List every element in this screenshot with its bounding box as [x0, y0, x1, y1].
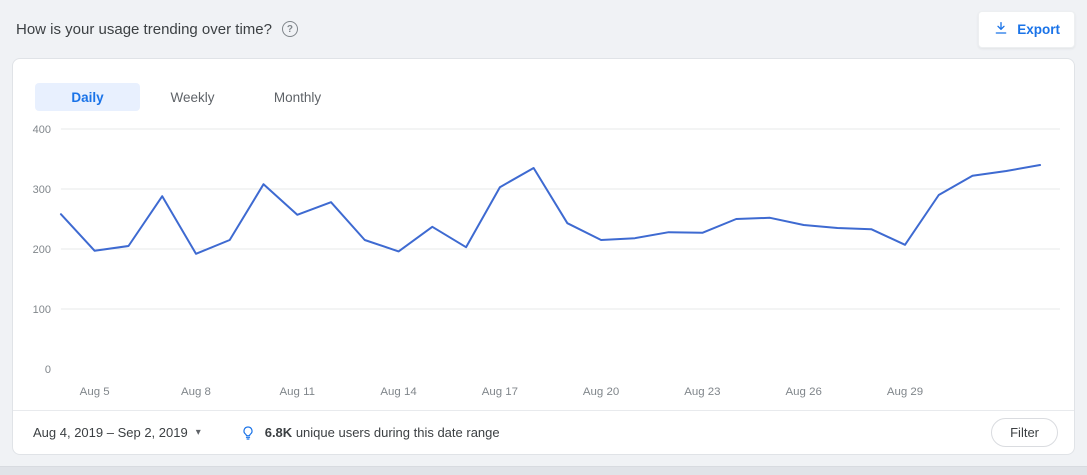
usage-line-chart: 0 100 200 300 400 Aug 5 Aug 8 Aug 11 Aug 14 Aug 1…	[33, 124, 1061, 398]
svg-text:0: 0	[45, 364, 51, 376]
help-icon[interactable]: ?	[281, 21, 298, 37]
filter-button[interactable]: Filter	[991, 418, 1058, 447]
next-section-edge	[0, 466, 1087, 475]
svg-text:Aug 20: Aug 20	[583, 386, 619, 398]
tab-monthly[interactable]: Monthly	[273, 89, 322, 105]
unique-users-count: 6.8K	[264, 425, 293, 440]
svg-text:Aug 14: Aug 14	[380, 386, 417, 398]
svg-text:400: 400	[33, 124, 51, 136]
svg-text:Aug 5: Aug 5	[80, 386, 110, 398]
svg-text:300: 300	[33, 184, 51, 196]
export-label: Export	[1017, 21, 1060, 37]
svg-text:Aug 26: Aug 26	[786, 386, 822, 398]
svg-text:100: 100	[33, 304, 51, 316]
page-header: How is your usage trending over time? ? …	[0, 0, 1087, 58]
chart-area: 0 100 200 300 400 Aug 5 Aug 8 Aug 11 Aug 14 Aug 1…	[13, 111, 1074, 407]
date-range-label: Aug 4, 2019 – Sep 2, 2019	[33, 425, 188, 440]
download-icon	[993, 20, 1009, 39]
page-title: How is your usage trending over time?	[16, 20, 272, 38]
svg-text:200: 200	[33, 244, 51, 256]
insight-suffix: unique users during this date range	[295, 425, 500, 440]
svg-text:Aug 29: Aug 29	[887, 386, 923, 398]
date-range-selector[interactable]: Aug 4, 2019 – Sep 2, 2019 ▾	[33, 425, 201, 440]
export-button[interactable]: Export	[978, 10, 1075, 48]
title-group: How is your usage trending over time? ?	[16, 21, 298, 38]
svg-text:Aug 23: Aug 23	[684, 386, 720, 398]
tab-weekly[interactable]: Weekly	[170, 89, 215, 105]
interval-tabs: Daily Weekly Monthly	[35, 83, 1074, 111]
insight-text: 6.8K unique users during this date range	[239, 424, 500, 442]
svg-text:Aug 17: Aug 17	[482, 386, 518, 398]
chevron-down-icon: ▾	[195, 427, 201, 438]
svg-text:Aug 8: Aug 8	[181, 386, 211, 398]
svg-text:Aug 11: Aug 11	[280, 386, 315, 398]
card-footer: Aug 4, 2019 – Sep 2, 2019 ▾ 6.8K unique …	[13, 410, 1074, 454]
tab-daily[interactable]: Daily	[35, 83, 140, 111]
usage-trend-card: Daily Weekly Monthly 0 100 200 300 400 Aug 5 A…	[12, 58, 1075, 455]
lightbulb-icon	[239, 424, 257, 442]
